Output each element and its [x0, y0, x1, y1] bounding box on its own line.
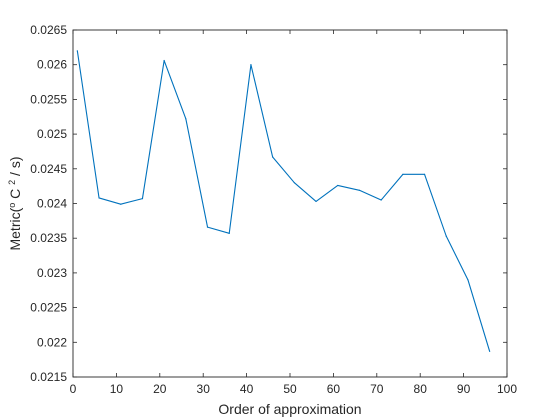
x-tick-label: 80 — [414, 382, 428, 396]
data-point — [445, 235, 447, 237]
series-layer — [76, 50, 491, 352]
x-tick-label: 60 — [327, 382, 341, 396]
data-point — [358, 189, 361, 191]
x-tick-label: 40 — [240, 382, 254, 396]
data-point — [228, 232, 230, 234]
x-tick-label: 90 — [457, 382, 471, 396]
y-axis-label-sup1: o — [7, 203, 17, 208]
data-point — [76, 50, 78, 52]
y-tick-label: 0.022 — [37, 335, 67, 349]
y-tick-label: 0.0215 — [30, 370, 67, 384]
data-point — [402, 173, 404, 175]
y-axis-label: Metric(o C 2 / s) — [7, 156, 23, 250]
data-point — [467, 279, 469, 281]
x-axis-label: Order of approximation — [218, 401, 361, 417]
plot-area — [73, 30, 507, 377]
x-tick-label: 70 — [370, 382, 384, 396]
data-point — [163, 59, 165, 62]
data-point — [337, 184, 339, 187]
y-tick-label: 0.0245 — [30, 162, 67, 176]
axes-box — [72, 29, 508, 378]
x-tick-label: 100 — [497, 382, 517, 396]
y-tick-label: 0.0255 — [30, 92, 67, 106]
ticks: 0 10 20 30 40 50 60 70 80 90 100 0.0215 0.022 0.0225 0… — [30, 23, 517, 396]
data-point — [185, 118, 187, 120]
x-tick-label: 20 — [153, 382, 167, 396]
y-axis-label-prefix: Metric( — [7, 207, 23, 250]
data-point — [272, 156, 274, 158]
x-tick-label: 50 — [283, 382, 297, 396]
y-tick-label: 0.024 — [37, 197, 67, 211]
x-tick-label: 0 — [70, 382, 77, 396]
data-point — [120, 203, 122, 205]
y-tick-label: 0.0265 — [30, 23, 67, 37]
data-point — [206, 226, 209, 228]
axes-frame — [72, 29, 508, 378]
y-tick-label: 0.0225 — [30, 301, 67, 315]
data-point — [380, 199, 382, 201]
y-axis-label-sup2: 2 — [7, 180, 17, 185]
y-tick-label: 0.025 — [37, 127, 67, 141]
data-point — [98, 197, 100, 199]
data-point — [250, 64, 252, 66]
y-axis-label-mid: C — [7, 185, 23, 203]
data-point — [489, 350, 491, 352]
data-point — [423, 173, 426, 175]
data-point — [141, 198, 144, 200]
y-tick-label: 0.023 — [37, 266, 67, 280]
series-line — [76, 50, 491, 352]
x-tick-label: 30 — [197, 382, 211, 396]
y-axis-label-suffix: / s) — [7, 156, 23, 179]
y-tick-label: 0.026 — [37, 58, 67, 72]
data-point — [293, 182, 295, 184]
y-tick-label: 0.0235 — [30, 231, 67, 245]
data-point — [315, 200, 317, 203]
x-tick-label: 10 — [110, 382, 124, 396]
